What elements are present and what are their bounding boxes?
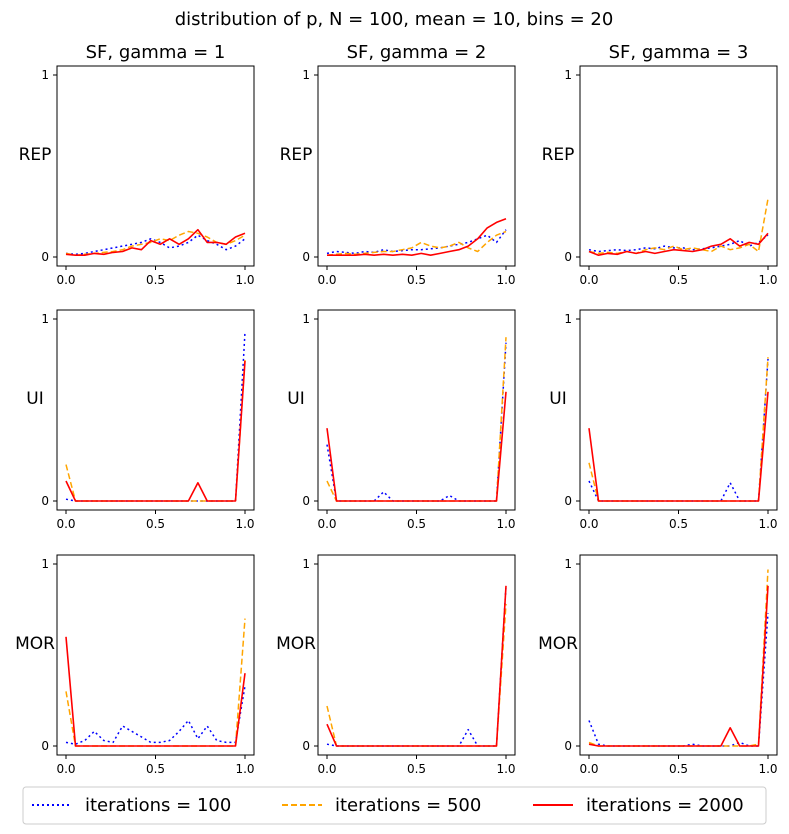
subplot-title: SF, gamma = 3 — [609, 42, 749, 63]
x-tick-label: 0.5 — [669, 762, 688, 776]
x-tick-label: 1.0 — [235, 762, 254, 776]
panel-2-2: 0.0 0.5 1.0 0 1 UI — [287, 309, 516, 531]
subplot-title: SF, gamma = 2 — [347, 42, 487, 63]
y-tick-label: 1 — [302, 68, 310, 82]
y-tick-label: 0 — [41, 250, 49, 264]
y-axis-label: UI — [287, 389, 304, 409]
x-tick-label: 0.5 — [669, 273, 688, 287]
x-tick-label: 0.5 — [407, 273, 426, 287]
panel-grid: 0.0 0.5 1.0 0 1 REP SF, gamma = 1 0.0 0.5 1.0 0 1 RE… — [15, 42, 777, 776]
y-tick-label: 0 — [302, 739, 310, 753]
y-tick-label: 1 — [564, 557, 572, 571]
y-tick-label: 0 — [564, 250, 572, 264]
panel-1-2: 0.0 0.5 1.0 0 1 REP SF, gamma = 2 — [280, 42, 516, 287]
y-axis-label: REP — [280, 145, 313, 165]
series-line-2 — [326, 230, 507, 256]
x-tick-label: 1.0 — [235, 517, 254, 531]
x-tick-label: 1.0 — [496, 273, 515, 287]
series-line-1 — [65, 685, 246, 745]
y-tick-label: 0 — [302, 250, 310, 264]
y-axis-label: MOR — [276, 634, 316, 654]
y-tick-label: 0 — [564, 494, 572, 508]
x-tick-label: 0.5 — [407, 762, 426, 776]
y-axis-label: UI — [26, 389, 43, 409]
x-tick-label: 0.5 — [669, 517, 688, 531]
legend-label: iterations = 500 — [335, 795, 481, 816]
x-tick-label: 0.0 — [56, 762, 75, 776]
x-tick-label: 1.0 — [758, 517, 777, 531]
x-tick-label: 1.0 — [758, 762, 777, 776]
x-tick-label: 0.5 — [407, 517, 426, 531]
panel-3-2: 0.0 0.5 1.0 0 1 MOR — [276, 554, 516, 776]
panel-3-1: 0.0 0.5 1.0 0 1 MOR — [15, 554, 255, 776]
legend: iterations = 100 iterations = 500 iteratio… — [22, 786, 767, 825]
x-tick-label: 0.0 — [317, 762, 336, 776]
x-tick-label: 0.5 — [146, 517, 165, 531]
y-tick-label: 1 — [564, 312, 572, 326]
legend-entry-1: iterations = 100 — [32, 795, 231, 816]
panel-1-3: 0.0 0.5 1.0 0 1 REP SF, gamma = 3 — [542, 42, 778, 287]
y-tick-label: 1 — [41, 312, 49, 326]
series-line-3 — [65, 360, 246, 502]
y-axis-label: REP — [542, 145, 575, 165]
panel-2-3: 0.0 0.5 1.0 0 1 UI — [549, 309, 778, 531]
legend-entry-2: iterations = 500 — [282, 795, 481, 816]
legend-entry-3: iterations = 2000 — [533, 795, 744, 816]
series-line-3 — [326, 391, 507, 502]
series-line-3 — [65, 228, 246, 256]
y-tick-label: 0 — [302, 494, 310, 508]
y-tick-label: 1 — [41, 557, 49, 571]
x-tick-label: 0.0 — [56, 273, 75, 287]
legend-label: iterations = 100 — [85, 795, 231, 816]
y-tick-label: 0 — [41, 739, 49, 753]
series-line-3 — [588, 391, 769, 502]
panel-3-3: 0.0 0.5 1.0 0 1 MOR — [538, 554, 778, 776]
figure-title: distribution of p, N = 100, mean = 10, b… — [175, 9, 614, 30]
legend-label: iterations = 2000 — [586, 795, 744, 816]
y-tick-label: 1 — [41, 68, 49, 82]
series-line-3 — [588, 585, 769, 747]
panel-1-1: 0.0 0.5 1.0 0 1 REP SF, gamma = 1 — [19, 42, 255, 287]
panel-2-1: 0.0 0.5 1.0 0 1 UI — [26, 309, 255, 531]
x-tick-label: 1.0 — [758, 273, 777, 287]
x-tick-label: 0.0 — [579, 762, 598, 776]
x-tick-label: 1.0 — [235, 273, 254, 287]
y-tick-label: 0 — [564, 739, 572, 753]
y-tick-label: 1 — [302, 557, 310, 571]
x-tick-label: 0.0 — [579, 517, 598, 531]
subplot-title: SF, gamma = 1 — [86, 42, 226, 63]
y-tick-label: 1 — [564, 68, 572, 82]
x-tick-label: 0.0 — [317, 517, 336, 531]
series-line-3 — [65, 636, 246, 747]
series-line-3 — [327, 218, 507, 256]
x-tick-label: 0.0 — [579, 273, 598, 287]
x-tick-label: 0.5 — [146, 273, 165, 287]
x-tick-label: 1.0 — [496, 762, 515, 776]
y-axis-label: MOR — [538, 634, 578, 654]
y-tick-label: 1 — [302, 312, 310, 326]
x-tick-label: 0.5 — [146, 762, 165, 776]
y-axis-label: REP — [19, 145, 52, 165]
legend-frame — [22, 786, 767, 825]
series-line-3 — [326, 585, 507, 747]
x-tick-label: 1.0 — [496, 517, 515, 531]
y-axis-label: UI — [549, 389, 566, 409]
series-line-3 — [588, 232, 769, 256]
y-axis-label: MOR — [15, 634, 55, 654]
x-tick-label: 0.0 — [56, 517, 75, 531]
y-tick-label: 0 — [41, 494, 49, 508]
x-tick-label: 0.0 — [317, 273, 336, 287]
